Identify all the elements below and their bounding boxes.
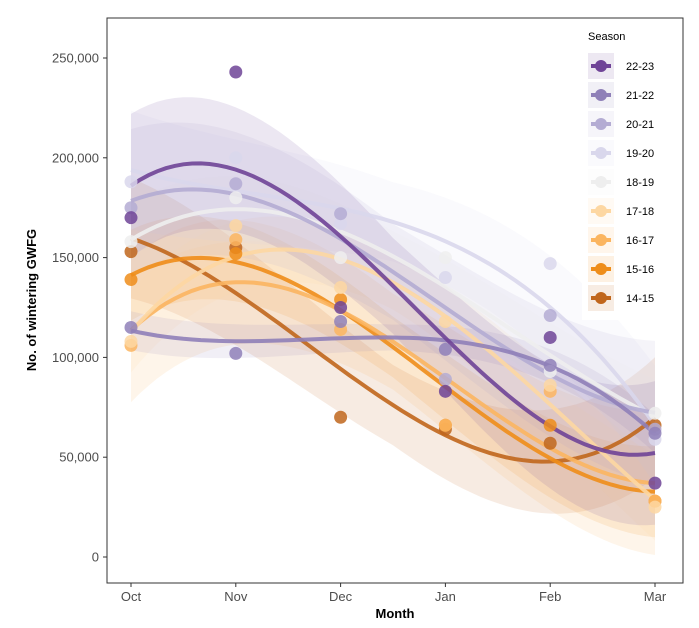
confidence-band-22-23 [131, 97, 655, 526]
data-point-20-21 [229, 177, 243, 191]
fit-line-15-16 [130, 255, 656, 494]
legend-label: 17-18 [626, 206, 654, 218]
data-point-22-23 [334, 301, 348, 314]
y-tick-label: 100,000 [52, 350, 99, 365]
data-point-22-23 [543, 330, 557, 344]
legend-key-point [595, 147, 607, 159]
data-point-18-19 [124, 235, 138, 249]
data-point-19-20 [438, 271, 452, 285]
data-point-21-22 [543, 358, 557, 372]
legend-label: 14-15 [626, 293, 654, 305]
data-point-22-23 [229, 65, 243, 79]
y-tick-label: 50,000 [59, 450, 99, 465]
data-point-18-19 [648, 406, 662, 420]
fit-line-19-20 [130, 168, 657, 427]
data-point-22-23 [438, 384, 452, 398]
data-point-21-22 [648, 426, 662, 440]
y-tick-label: 250,000 [52, 51, 99, 66]
data-point-16-17 [438, 418, 452, 432]
legend-label: 21-22 [626, 90, 654, 102]
data-point-22-23 [648, 476, 662, 490]
x-tick-label: Dec [329, 589, 353, 604]
x-tick-label: Oct [121, 589, 142, 604]
data-point-18-19 [438, 251, 452, 265]
data-point-14-15 [543, 436, 557, 450]
legend-label: 22-23 [626, 61, 654, 73]
fit-line-17-18 [129, 247, 657, 502]
data-points [124, 65, 662, 514]
fit-line-22-23 [129, 161, 656, 457]
y-tick-label: 150,000 [52, 250, 99, 265]
fit-line-16-17 [129, 280, 656, 486]
data-point-15-16 [543, 418, 557, 432]
confidence-bands [131, 97, 655, 555]
legend: Season 22-23 21-22 20-21 19-20 18-19 17-18 16-… [582, 20, 678, 320]
data-point-15-16 [229, 247, 243, 261]
legend-label: 19-20 [626, 148, 654, 160]
fit-line-14-15 [130, 236, 657, 464]
x-tick-label: Jan [435, 589, 456, 604]
legend-key-point [595, 60, 607, 72]
data-point-17-18 [543, 378, 557, 392]
data-point-21-22 [438, 342, 452, 356]
y-tick-label: 0 [92, 550, 99, 565]
data-point-16-17 [229, 233, 243, 247]
data-point-19-20 [334, 217, 348, 231]
legend-label: 16-17 [626, 235, 654, 247]
legend-key-point [595, 89, 607, 101]
data-point-14-15 [124, 245, 138, 259]
data-point-20-21 [334, 207, 348, 221]
fit-line-20-21 [130, 187, 656, 415]
data-point-21-22 [334, 314, 348, 328]
confidence-band-19-20 [131, 110, 655, 485]
data-point-21-22 [229, 346, 243, 360]
data-point-20-21 [543, 308, 557, 322]
confidence-band-20-21 [131, 122, 655, 485]
data-point-17-18 [229, 219, 243, 233]
x-tick-label: Nov [224, 589, 248, 604]
confidence-band-15-16 [131, 216, 655, 538]
x-axis: Oct Nov Dec Jan Feb Mar [121, 583, 667, 604]
legend-label: 18-19 [626, 177, 654, 189]
fit-lines [129, 161, 657, 502]
legend-label: 15-16 [626, 264, 654, 276]
y-axis-title: No. of wintering GWFG [24, 229, 39, 371]
legend-key-point [595, 176, 607, 188]
x-axis-title: Month [376, 606, 415, 621]
legend-key-point [595, 234, 607, 246]
confidence-band-14-15 [131, 178, 655, 514]
legend-key-point [595, 205, 607, 217]
legend-label: 20-21 [626, 119, 654, 131]
confidence-band-16-17 [131, 219, 655, 555]
data-point-20-21 [438, 372, 452, 386]
fit-line-21-22 [130, 328, 657, 436]
data-point-19-20 [543, 257, 557, 271]
plot-frame [106, 17, 684, 584]
data-point-17-18 [334, 281, 348, 295]
data-point-18-19 [229, 191, 243, 205]
data-point-22-23 [124, 211, 138, 225]
fit-line-18-19 [129, 207, 656, 419]
x-tick-label: Mar [644, 589, 667, 604]
y-tick-label: 200,000 [52, 150, 99, 165]
data-point-17-18 [648, 500, 662, 514]
y-axis: 0 50,000 100,000 150,000 200,000 250,000 [52, 51, 107, 565]
data-point-19-20 [229, 151, 243, 165]
data-point-14-15 [334, 410, 348, 424]
confidence-band-18-19 [131, 176, 655, 455]
x-tick-label: Feb [539, 589, 561, 604]
data-point-21-22 [124, 320, 138, 334]
legend-key-point [595, 118, 607, 130]
data-point-18-19 [334, 251, 348, 265]
legend-title: Season [588, 31, 625, 43]
confidence-band-21-22 [131, 311, 655, 454]
data-point-20-21 [124, 201, 138, 215]
legend-key-point [595, 292, 607, 304]
data-point-17-18 [124, 334, 138, 348]
legend-key-point [595, 263, 607, 275]
data-point-19-20 [124, 175, 138, 189]
data-point-15-16 [124, 273, 138, 287]
data-point-17-18 [438, 314, 452, 328]
